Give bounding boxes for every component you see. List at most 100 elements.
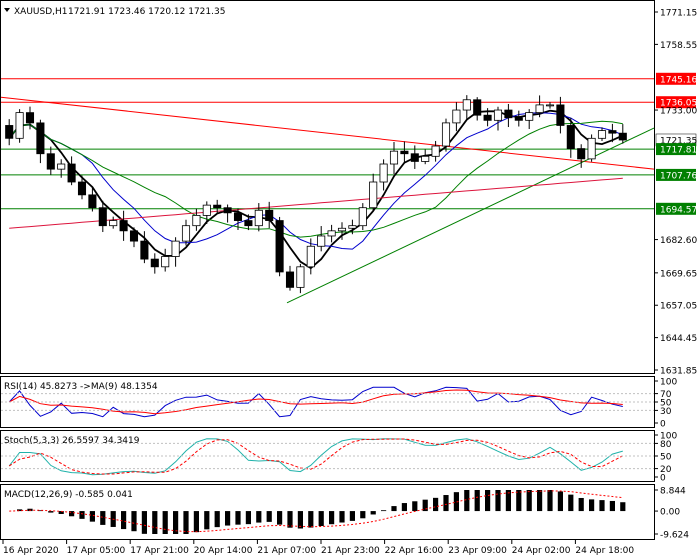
ma-fast-line (8, 109, 624, 270)
candle-body (223, 207, 232, 214)
price-tag-label: 1694.57 (660, 205, 697, 215)
candle-body (296, 266, 305, 288)
time-tick-label: 17 Apr 21:00 (130, 546, 189, 556)
price-tag-label: 1707.76 (660, 171, 697, 181)
price-tag-bg (656, 143, 696, 156)
candle-body (608, 130, 617, 134)
candle-body (140, 240, 149, 260)
price-tag-bg (656, 168, 696, 181)
candle-body (192, 215, 201, 227)
time-tick-label: 17 Apr 05:00 (67, 546, 126, 556)
time-tick-label: 22 Apr 16:00 (385, 546, 444, 556)
rsi-tick-label: 50 (660, 399, 672, 409)
stoch-lines (8, 438, 624, 476)
candle-body (77, 181, 87, 196)
candle-body (545, 104, 555, 107)
candle-body (400, 150, 409, 155)
candle-body (317, 235, 326, 247)
candle-body (275, 220, 284, 273)
candle-body (129, 230, 139, 242)
price-tag-bg (656, 72, 696, 85)
price-tag-bg (656, 96, 696, 109)
stoch-label: Stoch(5,3,3) 26.5597 34.3419 (4, 436, 140, 446)
price-tick-label: 1682.60 (660, 236, 697, 246)
macd-pane-frame (0, 484, 655, 540)
price-tick-label: 1771.15 (660, 9, 697, 19)
stoch-tick-label: 100 (660, 432, 677, 442)
candle-body (431, 145, 440, 157)
moving-averages (8, 109, 624, 270)
stoch-tick-label: 50 (660, 453, 672, 463)
time-axis: 16 Apr 2020 17 Apr 05:00 17 Apr 21:00 20 Ap… (2, 540, 634, 556)
rsi-lines (8, 386, 623, 418)
candle-body (441, 122, 451, 147)
main-pane-frame (0, 0, 655, 374)
candles (5, 95, 627, 294)
candle-body (171, 240, 180, 257)
price-tick-label: 1644.45 (660, 334, 697, 344)
stoch-tick-label: 20 (660, 465, 672, 475)
candle-body (597, 130, 607, 139)
price-tick-label: 1657.05 (660, 302, 697, 312)
candle-body (514, 117, 523, 121)
price-tick-label: 1669.65 (660, 269, 697, 279)
dropdown-triangle-icon[interactable] (4, 8, 10, 12)
candle-body (150, 258, 159, 268)
time-tick-label: 24 Apr 18:00 (575, 546, 634, 556)
price-tag-bg (656, 202, 696, 215)
macd-signal-line (9, 490, 623, 533)
rsi-tick-label: 30 (660, 407, 672, 417)
candle-body (618, 132, 627, 141)
candle-body (566, 125, 575, 149)
macd-tick-label: 8.844 (660, 487, 686, 497)
rsi-label: RSI(14) 45.8273 ->MA(9) 48.1354 (4, 382, 158, 392)
time-tick-label: 20 Apr 14:00 (194, 546, 253, 556)
price-tag-label: 1736.05 (660, 99, 697, 109)
price-tag-label: 1745.16 (660, 75, 697, 85)
candle-body (88, 194, 97, 209)
candle-body (306, 245, 315, 268)
ohlc-label: 1721.91 1723.46 1720.12 1721.35 (68, 7, 225, 17)
candle-body (57, 163, 66, 170)
candle-body (421, 155, 430, 162)
candle-body (119, 220, 128, 232)
rsi-ma-line (8, 389, 623, 415)
candle-body (504, 109, 513, 119)
price-tag-label: 1721.35 (660, 136, 697, 146)
ma-slow-line (8, 120, 623, 238)
candle-body (337, 227, 347, 232)
candle-body (213, 204, 222, 209)
candle-body (462, 99, 471, 111)
rsi-tick-label: 0 (660, 420, 666, 430)
macd-label: MACD(12,26,9) -0.585 0.041 (4, 490, 133, 500)
candle-body (473, 99, 482, 116)
candle-body (5, 125, 14, 139)
time-tick-label: 24 Apr 02:00 (512, 546, 571, 556)
rsi-tick-label: 100 (660, 378, 677, 388)
macd-bars (9, 490, 626, 534)
candle-body (36, 122, 45, 155)
candle-body (202, 204, 211, 216)
candle-body (452, 109, 461, 124)
candle-body (379, 163, 388, 183)
candle-body (233, 212, 243, 221)
candle-body (493, 109, 503, 121)
time-tick-label: 21 Apr 07:00 (257, 546, 316, 556)
macd-tick-label: -9.624 (660, 531, 689, 541)
resistance-trendline (0, 96, 655, 170)
candle-body (67, 163, 76, 183)
price-tag-label: 1717.81 (660, 146, 697, 156)
candle-body (46, 153, 55, 170)
candle-body (358, 207, 367, 227)
candle-body (327, 230, 336, 237)
candle-body (254, 209, 263, 227)
candle-body (265, 209, 274, 221)
stoch-d-line (8, 438, 624, 475)
time-tick-label: 16 Apr 2020 (3, 546, 59, 556)
stoch-k-line (8, 438, 623, 476)
price-tick-label: 1631.85 (660, 367, 697, 377)
candle-body (244, 220, 253, 227)
